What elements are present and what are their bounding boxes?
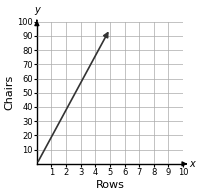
X-axis label: Rows: Rows	[96, 180, 124, 190]
Y-axis label: Chairs: Chairs	[4, 75, 14, 110]
Text: y: y	[34, 4, 40, 15]
Text: x: x	[190, 159, 195, 169]
